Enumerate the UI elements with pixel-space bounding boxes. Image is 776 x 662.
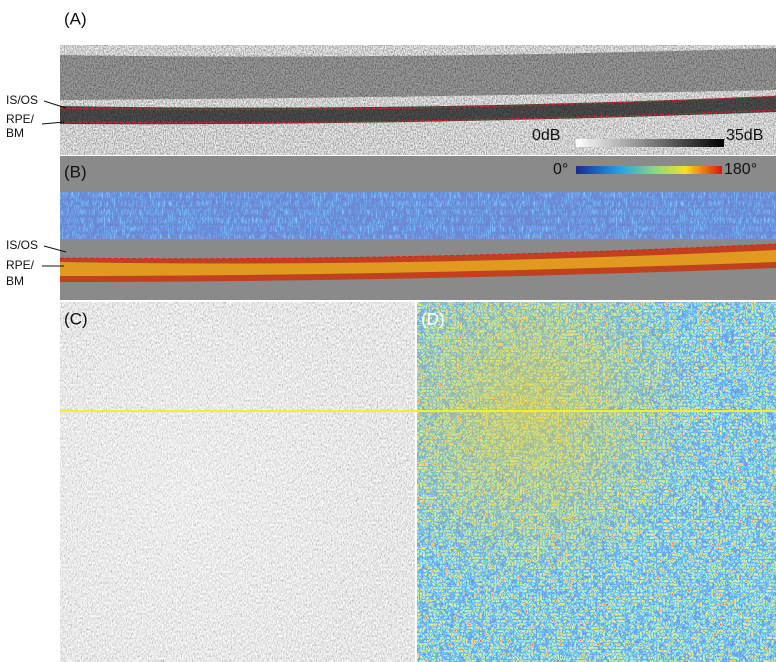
colorbar-min: 0° (553, 161, 568, 178)
panel-label: (A) (64, 9, 87, 28)
isos-line (59, 243, 776, 260)
layer-label: BM (6, 126, 24, 140)
colorbar (576, 166, 722, 174)
shading (417, 302, 776, 662)
panel-label: (D) (421, 309, 445, 328)
colorbar (576, 139, 724, 147)
layer-label: BM (6, 274, 24, 288)
leader (43, 100, 67, 109)
panel-d: (D) (417, 302, 776, 662)
layer-label: IS/OS (6, 93, 38, 107)
isos-line (59, 95, 776, 110)
layer-label: RPE/ (6, 112, 35, 126)
colorbar-max: 35dB (726, 127, 763, 144)
panel-label: (C) (64, 309, 88, 328)
colorbar-min: 0dB (532, 127, 560, 144)
leader (43, 245, 67, 253)
retina-phase (60, 192, 776, 239)
layer-label: IS/OS (6, 238, 38, 252)
colorbar-max: 180° (724, 161, 757, 178)
shading (60, 302, 415, 662)
speckle (60, 45, 776, 155)
panel-label: (B) (64, 162, 87, 181)
panel-c: (C) (60, 302, 415, 662)
leader (41, 121, 65, 125)
panel-a: (A) IS/OS RPE/ BM 0dB 35dB (6, 9, 776, 155)
layer-label: RPE/ (6, 258, 35, 272)
bm-line (59, 109, 776, 124)
panel-b: (B) IS/OS RPE/ BM 0° 180° (6, 156, 776, 300)
rpe-phase-hi (60, 250, 776, 276)
